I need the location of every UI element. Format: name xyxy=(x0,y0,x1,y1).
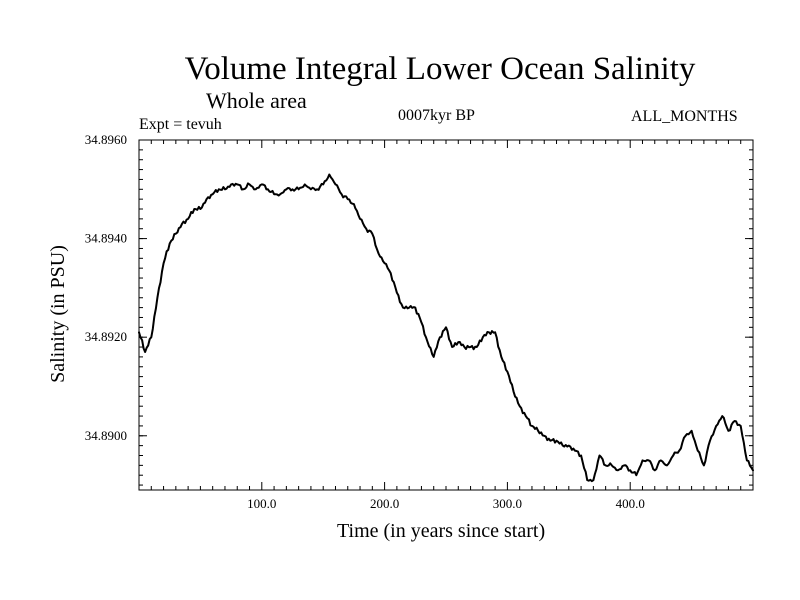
months-label: ALL_MONTHS xyxy=(631,108,738,125)
x-tick-label: 300.0 xyxy=(493,496,522,511)
y-axis-ticks xyxy=(139,139,147,486)
y-tick-label: 34.8960 xyxy=(85,132,127,147)
chart-subtitle: Whole area xyxy=(206,88,307,113)
x-tick-label: 200.0 xyxy=(370,496,399,511)
chart-title: Volume Integral Lower Ocean Salinity xyxy=(184,51,696,87)
y-tick-label: 34.8940 xyxy=(85,231,127,246)
period-label: 0007kyr BP xyxy=(398,107,475,124)
x-tick-labels: 100.0 200.0 300.0 400.0 xyxy=(247,496,645,511)
x-tick-label: 400.0 xyxy=(616,496,645,511)
salinity-series-line xyxy=(138,173,754,483)
x-tick-label: 100.0 xyxy=(247,496,276,511)
y-tick-labels: 34.8960 34.8940 34.8920 34.8900 xyxy=(85,132,127,443)
plot-frame xyxy=(138,139,754,491)
x-axis-ticks xyxy=(150,482,742,490)
x-axis-label: Time (in years since start) xyxy=(337,520,546,542)
y-tick-label: 34.8900 xyxy=(85,428,127,443)
experiment-label: Expt = tevuh xyxy=(139,116,222,133)
y-axis-ticks-right xyxy=(745,139,753,486)
y-tick-label: 34.8920 xyxy=(85,329,127,344)
x-axis-ticks-top xyxy=(150,140,742,148)
